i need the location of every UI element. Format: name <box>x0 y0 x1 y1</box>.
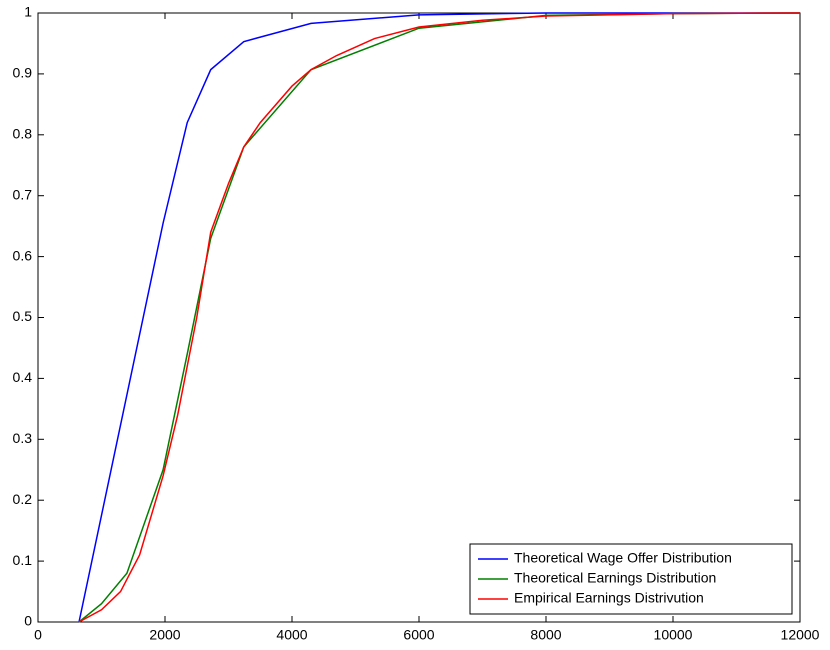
x-tick-label: 12000 <box>781 627 820 643</box>
y-tick-label: 0.1 <box>13 552 33 568</box>
y-tick-label: 0.9 <box>13 65 33 81</box>
plot-frame <box>37 12 801 623</box>
x-tick-label: 0 <box>34 627 42 643</box>
x-tick-label: 4000 <box>276 627 307 643</box>
series-line <box>78 12 800 623</box>
x-tick-label: 6000 <box>403 627 434 643</box>
y-tick-label: 0.7 <box>13 186 33 202</box>
legend-label: Empirical Earnings Distrivution <box>514 590 704 606</box>
y-tick-label: 0.2 <box>13 491 33 507</box>
y-tick-label: 0.6 <box>13 247 33 263</box>
legend-label: Theoretical Earnings Distribution <box>514 570 716 586</box>
legend-box <box>469 543 793 615</box>
x-tick-label: 2000 <box>149 627 180 643</box>
y-tick-label: 0.5 <box>13 308 33 324</box>
y-tick-label: 0.4 <box>13 369 33 385</box>
y-tick-label: 0.3 <box>13 430 33 446</box>
y-tick-label: 1 <box>24 4 32 20</box>
x-tick-label: 8000 <box>530 627 561 643</box>
y-tick-label: 0.8 <box>13 126 33 142</box>
x-tick-label: 10000 <box>654 627 693 643</box>
y-tick-label: 0 <box>24 613 32 629</box>
series-line <box>78 12 801 623</box>
legend-label: Theoretical Wage Offer Distribution <box>514 550 732 566</box>
